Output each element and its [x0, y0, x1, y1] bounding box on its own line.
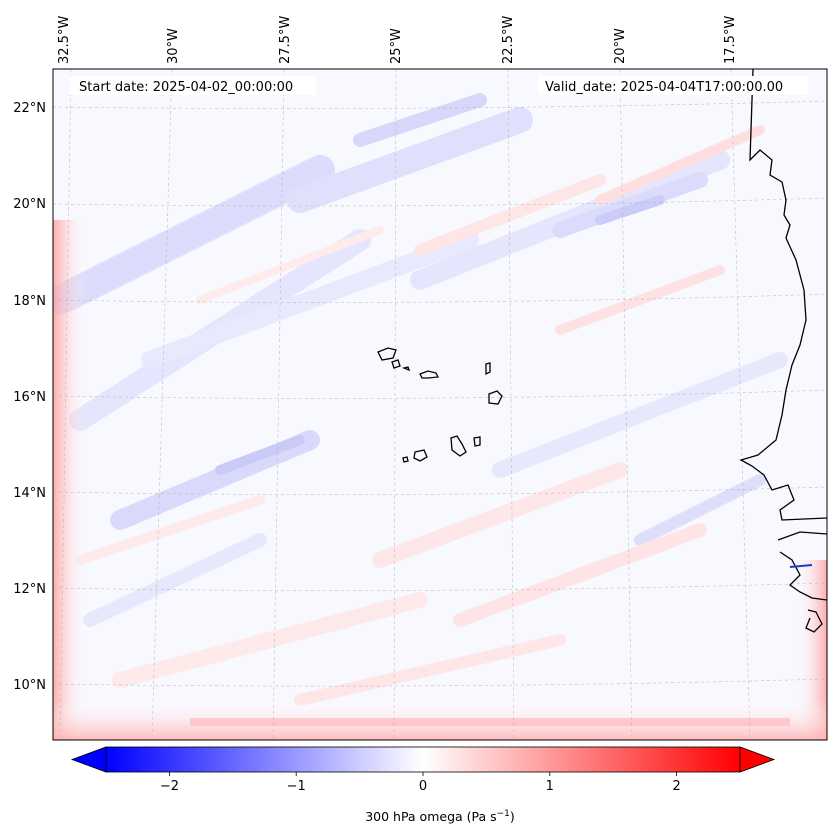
island-sao-vicente [391, 359, 401, 369]
west-africa-coast [739, 69, 827, 521]
field-streaks [53, 93, 788, 706]
lat-label: 18°N [13, 294, 46, 309]
map-frame [52, 68, 828, 741]
island-santiago [450, 435, 467, 457]
lat-labels: 22°N 20°N 18°N 16°N 14°N 12°N 10°N [13, 101, 46, 693]
lon-label: 20°W [613, 28, 628, 64]
island-santa-luzia [401, 366, 411, 372]
colorbar-tick-label: −1 [287, 779, 306, 794]
island-fogo [413, 449, 428, 462]
colorbar-label: 300 hPa omega (Pa s−1) [365, 809, 515, 824]
lon-label: 32.5°W [57, 16, 72, 64]
colorbar-min-extend [70, 746, 107, 773]
lon-labels: 32.5°W 30°W 27.5°W 25°W 22.5°W 20°W 17.5… [57, 16, 738, 64]
valid-date-box: Valid_date: 2025-04-04T17:00:00.00 [538, 76, 808, 95]
colorbar-ticks: −2 −1 0 1 2 [160, 772, 681, 794]
colorbar-body [106, 747, 740, 772]
gridlines [53, 69, 827, 740]
island-maio [473, 436, 481, 447]
coastlines [739, 69, 827, 633]
colorbar: −2 −1 0 1 2 300 hPa omega (Pa s−1) [70, 746, 776, 824]
coast-south [805, 609, 823, 633]
start-date-text: Start date: 2025-04-02_00:00:00 [79, 80, 293, 95]
lat-label: 12°N [13, 582, 46, 597]
lon-label: 22.5°W [501, 16, 516, 64]
island-boa-vista [488, 390, 503, 405]
island-santo-antao [377, 347, 397, 361]
coast-guinea-bissau [779, 551, 827, 601]
start-date-box: Start date: 2025-04-02_00:00:00 [70, 76, 316, 95]
lat-label: 20°N [13, 197, 46, 212]
valid-date-text: Valid_date: 2025-04-04T17:00:00.00 [545, 80, 783, 95]
lon-label: 25°W [389, 28, 404, 64]
west-edge-band [53, 220, 87, 740]
omega-field [53, 69, 827, 740]
cape-verde-islands [377, 347, 503, 463]
lat-label: 22°N [13, 101, 46, 116]
lat-label: 10°N [13, 678, 46, 693]
lat-label: 16°N [13, 390, 46, 405]
colorbar-tick-label: 2 [672, 779, 680, 794]
colorbar-tick-label: −2 [160, 779, 179, 794]
lon-label: 27.5°W [278, 16, 293, 64]
colorbar-tick-label: 1 [546, 779, 554, 794]
island-sal [485, 362, 491, 376]
colorbar-max-extend [739, 746, 776, 773]
island-brava [402, 456, 409, 463]
lat-label: 14°N [13, 486, 46, 501]
colorbar-tick-label: 0 [419, 779, 427, 794]
coast-gambia [777, 531, 827, 541]
island-sao-nicolau [419, 370, 440, 379]
lon-label: 30°W [166, 28, 181, 64]
lon-label: 17.5°W [723, 16, 738, 64]
